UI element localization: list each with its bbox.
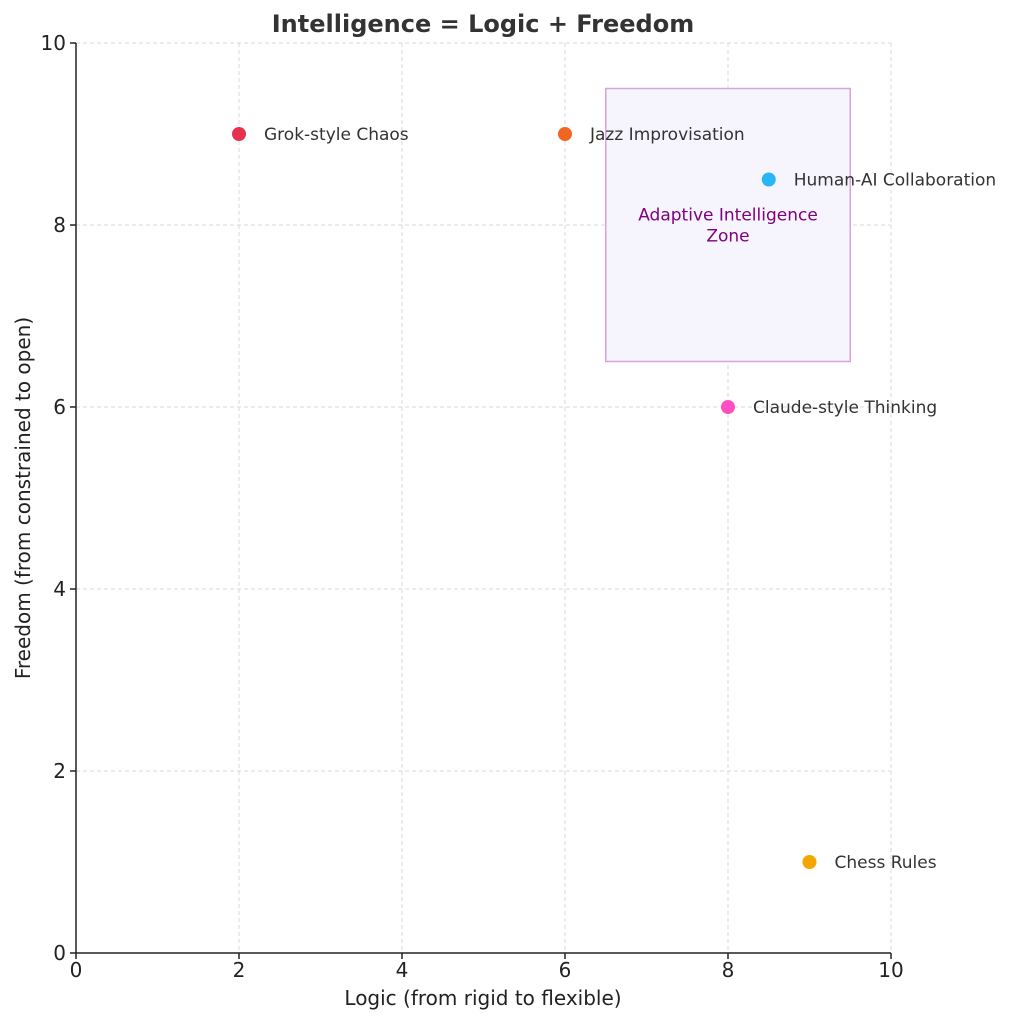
tick-labels: 0 2 4 6 8 10 0 2 4 6 8 10	[41, 31, 904, 982]
data-point	[721, 400, 735, 414]
data-point	[558, 127, 572, 141]
data-point	[232, 127, 246, 141]
y-tick-label: 6	[53, 395, 66, 419]
data-point-label: Claude-style Thinking	[753, 398, 937, 418]
zone-label-line-1: Adaptive Intelligence	[638, 205, 818, 225]
x-tick-label: 10	[878, 958, 903, 982]
y-tick-label: 4	[53, 577, 66, 601]
y-axis-label: Freedom (from constrained to open)	[11, 317, 35, 679]
zone-label-line-2: Zone	[706, 226, 749, 246]
zone-rectangle	[605, 87, 851, 363]
x-tick-label: 6	[559, 958, 572, 982]
adaptive-intelligence-zone: Adaptive Intelligence Zone	[605, 87, 851, 363]
data-point-label: Grok-style Chaos	[264, 125, 409, 145]
y-tick-label: 10	[41, 31, 66, 55]
data-point	[761, 172, 776, 187]
x-tick-label: 0	[70, 958, 83, 982]
y-tick-label: 2	[53, 759, 66, 783]
chart-title: Intelligence = Logic + Freedom	[272, 10, 694, 38]
data-points: Grok-style Chaos Jazz Improvisation Human-…	[232, 125, 996, 873]
data-point-label: Human-AI Collaboration	[794, 171, 996, 191]
axes	[75, 43, 891, 954]
x-tick-label: 4	[396, 958, 409, 982]
data-point-label: Jazz Improvisation	[589, 125, 745, 145]
y-tick-label: 0	[53, 941, 66, 965]
x-axis-label: Logic (from rigid to flexible)	[344, 986, 621, 1010]
x-tick-label: 8	[722, 958, 735, 982]
x-tick-label: 2	[233, 958, 246, 982]
y-tick-label: 8	[53, 213, 66, 237]
data-point	[802, 855, 817, 869]
data-point-label: Chess Rules	[835, 853, 937, 873]
